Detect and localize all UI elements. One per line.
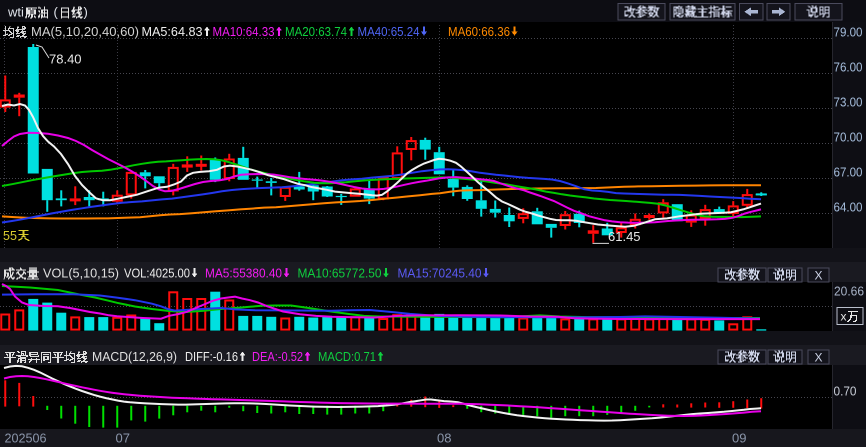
svg-text:): ) (84, 4, 88, 19)
svg-text:MA15:70245.40: MA15:70245.40 (398, 266, 482, 281)
svg-text:MACD:0.71: MACD:0.71 (318, 349, 376, 364)
svg-text:VOL(5,10,15): VOL(5,10,15) (43, 266, 119, 281)
svg-text:wti: wti (7, 4, 24, 19)
svg-text:DIFF:-0.16: DIFF:-0.16 (185, 349, 238, 364)
svg-text:x: x (841, 310, 847, 324)
svg-text:MA5:55380.40: MA5:55380.40 (205, 266, 282, 281)
svg-text:X: X (814, 350, 822, 364)
svg-text:76.00: 76.00 (834, 60, 863, 75)
svg-text:79.00: 79.00 (834, 25, 863, 40)
svg-text:07: 07 (116, 430, 130, 445)
svg-text:20.66: 20.66 (834, 284, 864, 299)
svg-text:55: 55 (3, 229, 17, 243)
svg-text:MA10:64.33: MA10:64.33 (213, 24, 275, 39)
svg-text:0.70: 0.70 (834, 384, 857, 399)
svg-text:78.40: 78.40 (49, 52, 82, 67)
svg-text:70.00: 70.00 (834, 130, 863, 145)
svg-text:09: 09 (732, 430, 746, 445)
svg-text:MA40:65.24: MA40:65.24 (358, 24, 420, 39)
svg-text:MACD(12,26,9): MACD(12,26,9) (92, 349, 177, 364)
svg-text:(: ( (54, 4, 59, 19)
svg-text:X: X (814, 268, 822, 282)
svg-text:67.00: 67.00 (834, 165, 863, 180)
svg-text:73.00: 73.00 (834, 95, 863, 110)
svg-text:MA5:64.83: MA5:64.83 (142, 24, 203, 39)
svg-text:MA(5,10,20,40,60): MA(5,10,20,40,60) (31, 24, 139, 39)
svg-text:61.45: 61.45 (608, 229, 641, 244)
svg-text:MA20:63.74: MA20:63.74 (285, 24, 347, 39)
svg-text:64.00: 64.00 (834, 200, 863, 215)
svg-text:MA10:65772.50: MA10:65772.50 (298, 266, 382, 281)
svg-text:MA60:66.36: MA60:66.36 (448, 24, 510, 39)
svg-text:DEA:-0.52: DEA:-0.52 (252, 349, 303, 364)
svg-text:08: 08 (437, 430, 451, 445)
svg-text:202506: 202506 (5, 430, 47, 445)
svg-text:VOL:4025.00: VOL:4025.00 (124, 266, 190, 281)
